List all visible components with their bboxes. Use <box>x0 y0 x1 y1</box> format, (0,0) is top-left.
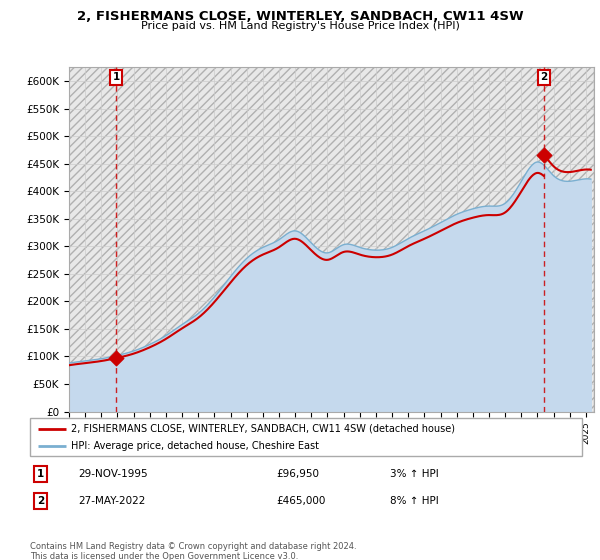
Text: 29-NOV-1995: 29-NOV-1995 <box>78 469 148 479</box>
Text: 8% ↑ HPI: 8% ↑ HPI <box>390 496 439 506</box>
Text: £96,950: £96,950 <box>276 469 319 479</box>
Text: 2, FISHERMANS CLOSE, WINTERLEY, SANDBACH, CW11 4SW: 2, FISHERMANS CLOSE, WINTERLEY, SANDBACH… <box>77 10 523 23</box>
Text: 1: 1 <box>37 469 44 479</box>
Bar <box>69 67 594 412</box>
Text: HPI: Average price, detached house, Cheshire East: HPI: Average price, detached house, Ches… <box>71 441 319 451</box>
Text: Contains HM Land Registry data © Crown copyright and database right 2024.
This d: Contains HM Land Registry data © Crown c… <box>30 542 356 560</box>
Point <box>539 151 549 160</box>
Text: 27-MAY-2022: 27-MAY-2022 <box>78 496 145 506</box>
Text: £465,000: £465,000 <box>276 496 325 506</box>
Text: Price paid vs. HM Land Registry's House Price Index (HPI): Price paid vs. HM Land Registry's House … <box>140 21 460 31</box>
Text: 2: 2 <box>540 72 548 82</box>
Text: 2: 2 <box>37 496 44 506</box>
Text: 2, FISHERMANS CLOSE, WINTERLEY, SANDBACH, CW11 4SW (detached house): 2, FISHERMANS CLOSE, WINTERLEY, SANDBACH… <box>71 423 455 433</box>
FancyBboxPatch shape <box>30 418 582 456</box>
Point <box>111 354 121 363</box>
Text: 1: 1 <box>112 72 119 82</box>
Text: 3% ↑ HPI: 3% ↑ HPI <box>390 469 439 479</box>
